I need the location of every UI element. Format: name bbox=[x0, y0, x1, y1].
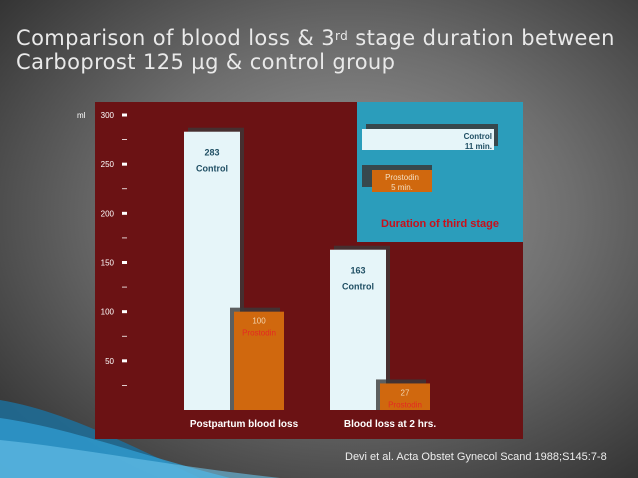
bar-prostodin bbox=[234, 311, 284, 410]
y-tick-mark bbox=[122, 162, 127, 166]
decorative-wave bbox=[0, 400, 280, 478]
y-tick-label: 100 bbox=[101, 308, 115, 317]
y-tick-label: 250 bbox=[101, 160, 115, 169]
citation: Devi et al. Acta Obstet Gynecol Scand 19… bbox=[345, 451, 607, 463]
slide-title: Comparison of blood loss & 3rd stage dur… bbox=[16, 26, 636, 74]
y-tick-label: 300 bbox=[101, 111, 115, 120]
inset-value-label: 5 min. bbox=[391, 183, 413, 192]
bar-value-label: 100 bbox=[252, 317, 266, 326]
bar-value-label: 283 bbox=[204, 148, 219, 158]
bar-series-label: Prostodin bbox=[388, 400, 422, 409]
y-tick-mark bbox=[122, 310, 127, 314]
y-tick-mark bbox=[122, 359, 127, 363]
y-tick-label: 50 bbox=[105, 357, 114, 366]
y-tick-mark bbox=[122, 211, 127, 215]
y-unit-label: ml bbox=[77, 111, 86, 120]
inset-series-label: Prostodin bbox=[385, 173, 419, 182]
bar-value-label: 163 bbox=[350, 266, 365, 276]
title-line-2: Carboprost 125 µg & control group bbox=[16, 50, 396, 74]
inset-bar-control bbox=[362, 129, 494, 150]
y-tick-mark bbox=[122, 261, 127, 264]
bar-series-label: Control bbox=[342, 282, 374, 292]
bar-prostodin bbox=[380, 383, 430, 410]
bar-series-label: Control bbox=[196, 164, 228, 174]
bar-series-label: Prostodin bbox=[242, 329, 276, 338]
y-tick-label: 200 bbox=[101, 209, 115, 218]
inset-value-label: 11 min. bbox=[465, 142, 492, 151]
y-tick-label: 150 bbox=[101, 259, 115, 268]
bar-value-label: 27 bbox=[401, 388, 410, 397]
y-tick-mark bbox=[122, 113, 127, 117]
x-category-label: Blood loss at 2 hrs. bbox=[344, 419, 436, 430]
inset-series-label: Control bbox=[464, 132, 492, 141]
inset-title: Duration of third stage bbox=[381, 218, 499, 230]
x-category-label: Postpartum blood loss bbox=[190, 419, 299, 430]
title-line-1: Comparison of blood loss & 3rd stage dur… bbox=[16, 26, 615, 50]
inset-bar-prostodin bbox=[372, 170, 432, 192]
